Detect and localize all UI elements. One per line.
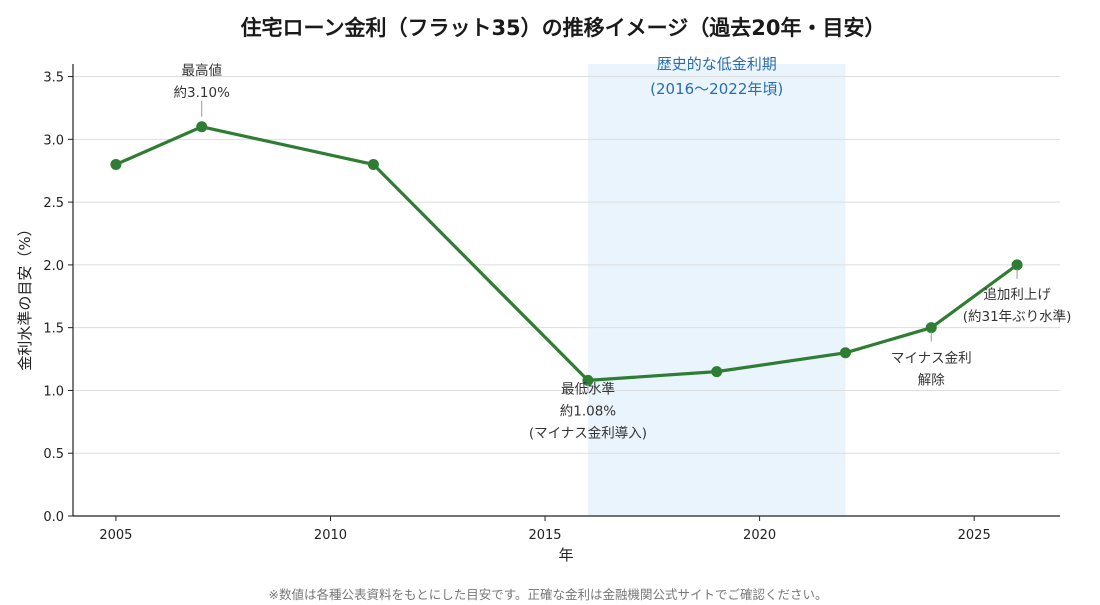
data-point	[582, 374, 594, 386]
y-tick-label: 0.5	[43, 447, 64, 462]
chart-title: 住宅ローン金利（フラット35）の推移イメージ（過去20年・目安）	[241, 16, 886, 40]
annotation-text: (マイナス金利導入)	[529, 425, 647, 441]
x-tick-label: 2015	[528, 528, 561, 543]
highlight-band-rect	[587, 64, 846, 516]
data-point	[839, 347, 851, 359]
band-label-line: (2016〜2022年頃)	[650, 80, 783, 98]
annotation-text: 約1.08%	[560, 403, 617, 419]
grid-lines	[73, 76, 1060, 454]
y-axis-ticks: 0.0 0.5 1.0 1.5 2.0 2.5 3.0 3.5	[43, 71, 73, 525]
annotation-text: (約31年ぶり水準)	[963, 309, 1072, 325]
y-tick-label: 0.0	[43, 510, 64, 525]
annotation-text: 約3.10%	[174, 85, 231, 101]
annotation-text: 解除	[918, 373, 946, 389]
y-tick-label: 1.0	[43, 384, 64, 399]
x-tick-label: 2020	[743, 528, 776, 543]
data-point	[367, 158, 379, 170]
data-point	[1011, 259, 1023, 271]
data-points	[110, 121, 1023, 386]
x-axis-label: 年	[558, 546, 573, 564]
x-tick-label: 2005	[99, 528, 132, 543]
data-point	[711, 366, 723, 378]
annotation-text: マイナス金利	[891, 351, 972, 367]
y-tick-label: 3.5	[43, 71, 64, 86]
band-label-line: 歴史的な低金利期	[657, 55, 777, 73]
data-point	[110, 158, 122, 170]
annotation-text: 追加利上げ	[983, 287, 1051, 303]
footnote: ※数値は各種公表資料をもとにした目安です。正確な金利は金融機関公式サイトでご確認…	[269, 587, 828, 602]
annotation-text: 最高値	[181, 62, 222, 79]
annotation-text: 最低水準	[561, 381, 615, 397]
y-tick-label: 1.5	[43, 322, 64, 337]
x-tick-label: 2025	[958, 528, 991, 543]
x-tick-label: 2010	[314, 528, 347, 543]
y-tick-label: 2.0	[43, 259, 64, 274]
low-rate-band: 歴史的な低金利期 (2016〜2022年頃)	[587, 55, 846, 516]
data-point	[925, 322, 937, 334]
y-tick-label: 2.5	[43, 196, 64, 211]
series-line-group	[114, 125, 1019, 382]
series-line	[114, 125, 1019, 382]
data-point	[196, 121, 208, 133]
y-tick-label: 3.0	[43, 133, 64, 148]
x-axis-ticks: 2005 2010 2015 2020 2025	[99, 516, 991, 543]
y-axis-label: 金利水準の目安（%）	[16, 221, 34, 370]
